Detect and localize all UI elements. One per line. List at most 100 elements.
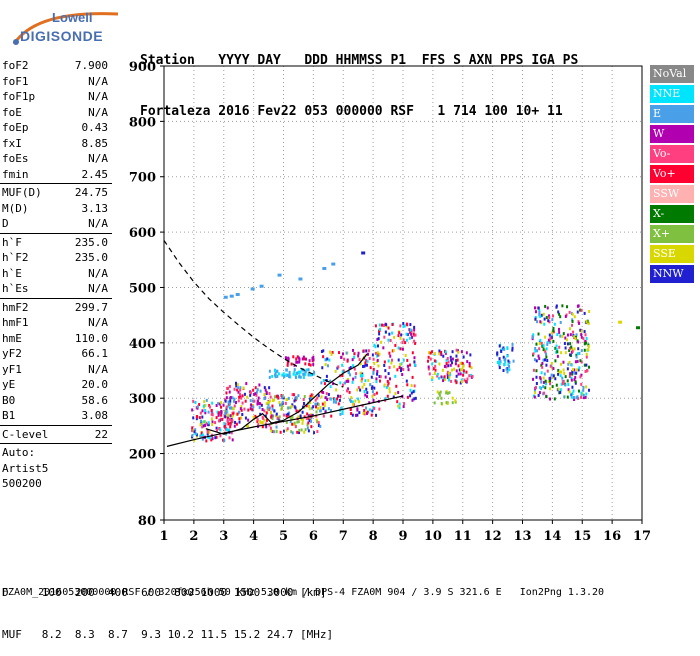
- echo-point: [385, 323, 388, 327]
- echo-point: [559, 334, 562, 338]
- echo-point: [251, 399, 254, 403]
- echo-point: [542, 348, 545, 352]
- echo-point: [346, 387, 349, 391]
- echo-point: [320, 350, 323, 354]
- echo-point: [508, 364, 511, 368]
- echo-point: [296, 420, 299, 424]
- echo-point: [337, 394, 340, 398]
- echo-point: [451, 350, 454, 354]
- echo-point: [457, 349, 460, 353]
- param-label: fmin: [2, 167, 29, 181]
- echo-point: [229, 425, 232, 429]
- echo-point: [229, 294, 234, 298]
- echo-point: [555, 383, 558, 387]
- echo-point: [568, 349, 571, 353]
- echo-point: [293, 370, 296, 374]
- echo-point: [239, 407, 242, 411]
- echo-point: [297, 394, 300, 398]
- echo-point: [302, 373, 305, 377]
- echo-point: [325, 374, 328, 378]
- echo-point: [289, 375, 292, 379]
- echo-point: [329, 385, 332, 389]
- echo-point: [569, 372, 572, 376]
- echo-point: [433, 359, 436, 363]
- echo-point: [558, 330, 561, 334]
- echo-point: [451, 401, 454, 405]
- echo-point: [310, 425, 313, 429]
- echo-point: [544, 350, 547, 354]
- echo-point: [401, 373, 404, 377]
- echo-point: [288, 370, 291, 374]
- echo-point: [373, 406, 376, 410]
- echo-point: [330, 397, 333, 401]
- echo-point: [577, 340, 580, 344]
- echo-point: [361, 404, 364, 408]
- echo-point: [540, 313, 543, 317]
- echo-point: [535, 382, 538, 386]
- echo-point: [274, 373, 277, 377]
- echo-point: [573, 371, 576, 375]
- echo-point: [341, 352, 344, 356]
- echo-point: [228, 414, 231, 418]
- echo-point: [207, 423, 210, 427]
- echo-point: [313, 431, 316, 435]
- echo-point: [428, 372, 431, 376]
- echo-point: [245, 424, 248, 428]
- echo-point: [198, 416, 201, 420]
- echo-point: [414, 396, 417, 400]
- echo-point: [549, 340, 552, 344]
- echo-point: [367, 352, 370, 356]
- echo-point: [549, 382, 552, 386]
- echo-point: [228, 390, 231, 394]
- echo-point: [301, 421, 304, 425]
- echo-point: [227, 413, 230, 417]
- echo-point: [317, 394, 320, 398]
- echo-point: [194, 432, 197, 436]
- echo-point: [448, 371, 451, 375]
- y-tick-label: 200: [129, 448, 156, 463]
- param-label: 500200: [2, 477, 42, 490]
- echo-point: [410, 384, 413, 388]
- echo-point: [563, 395, 566, 399]
- echo-point: [363, 364, 366, 368]
- echo-point: [535, 359, 538, 363]
- param-value: 66.1: [81, 347, 109, 360]
- echo-point: [275, 412, 278, 416]
- echo-point: [323, 404, 326, 408]
- echo-point: [409, 394, 412, 398]
- echo-point: [382, 323, 385, 327]
- echo-point: [344, 381, 347, 385]
- echo-point: [496, 352, 499, 356]
- echo-point: [307, 421, 310, 425]
- echo-point: [384, 375, 387, 379]
- echo-point: [540, 380, 543, 384]
- echo-point: [378, 379, 381, 383]
- echo-point: [305, 416, 308, 420]
- echo-point: [231, 396, 234, 400]
- echo-point: [438, 349, 441, 353]
- echo-point: [383, 363, 386, 367]
- param-label: foF1: [2, 74, 29, 88]
- echo-point: [271, 430, 274, 434]
- echo-point: [256, 419, 259, 423]
- echo-point: [388, 332, 391, 336]
- echo-point: [224, 422, 227, 426]
- echo-point: [576, 359, 579, 363]
- echo-point: [566, 379, 569, 383]
- echo-point: [546, 342, 549, 346]
- echo-point: [511, 346, 514, 350]
- x-tick-label: 5: [279, 529, 288, 544]
- echo-point: [402, 325, 405, 329]
- echo-point: [321, 366, 324, 370]
- param-label: D: [2, 217, 9, 230]
- echo-point: [240, 405, 243, 409]
- param-label: C-level: [2, 427, 49, 441]
- echo-point: [303, 395, 306, 399]
- echo-point: [307, 368, 310, 372]
- echo-point: [438, 352, 441, 356]
- echo-point: [320, 381, 323, 385]
- echo-point: [312, 362, 315, 366]
- echo-point: [577, 389, 580, 393]
- param-label: hmE: [2, 331, 22, 345]
- echo-point: [543, 358, 546, 362]
